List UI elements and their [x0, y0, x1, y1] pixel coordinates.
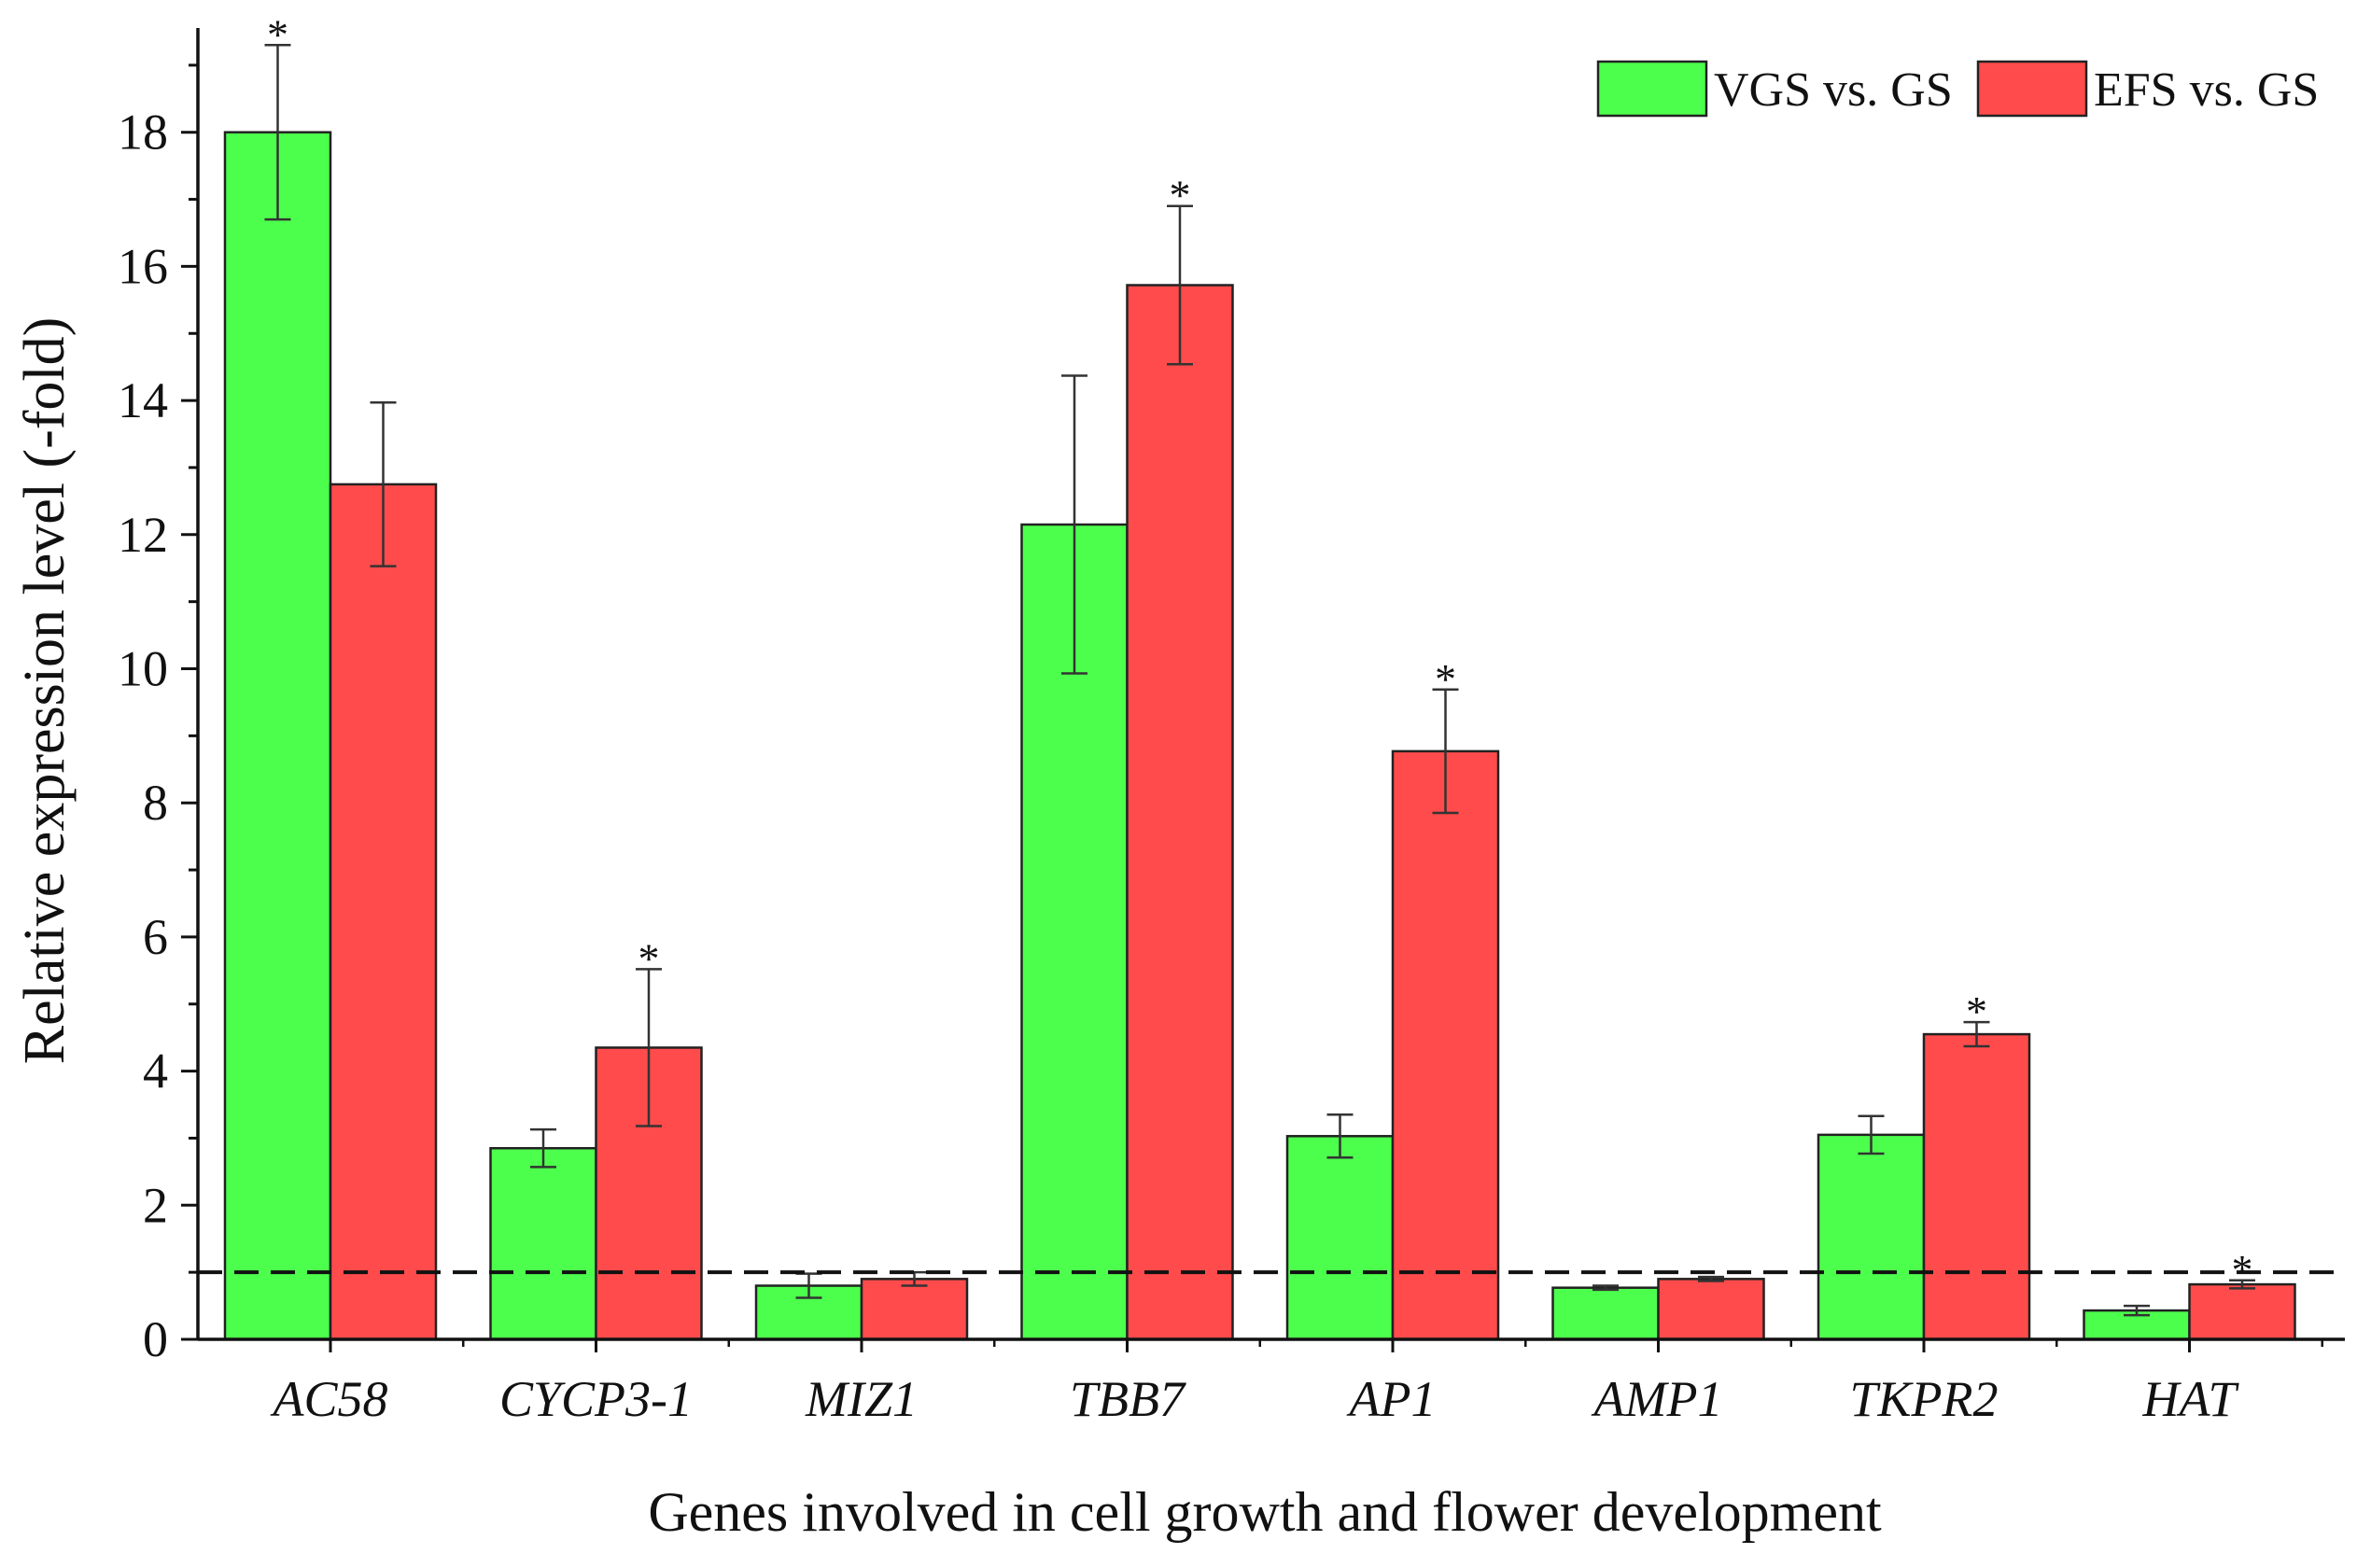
legend-item-2: EFS vs. GS: [1976, 60, 2319, 118]
error-bar-HAT-series-1: [2124, 1304, 2150, 1317]
error-bar-CYCP3-1-series-1: [530, 1127, 556, 1169]
error-bar-AMP1-series-2: [1698, 1275, 1724, 1282]
significance-star-TKPR2-series-2: *: [1966, 987, 1987, 1035]
legend-label-1: VGS vs. GS: [1714, 63, 1953, 117]
legend-swatch-1: [1596, 60, 1708, 118]
y-tick-labels: 0 2 4 6 8 10 12 14 16 18: [118, 105, 168, 1367]
y-tick-label-8: 8: [143, 775, 168, 831]
bar-AC58-series-1: [223, 131, 332, 1341]
y-tick-label-12: 12: [118, 507, 168, 563]
y-tick-label-10: 10: [118, 641, 168, 697]
bar-AMP1-series-1: [1551, 1286, 1660, 1341]
bar-TKPR2-series-2: [1922, 1032, 2031, 1341]
significance-star-TBB7-series-2: *: [1170, 172, 1191, 219]
significance-star-HAT-series-2: *: [2232, 1246, 2253, 1294]
bar-TBB7-series-2: [1126, 284, 1234, 1341]
error-bar-TBB7-series-1: [1061, 374, 1087, 675]
y-tick-label-4: 4: [143, 1043, 168, 1099]
y-tick-label-6: 6: [143, 909, 168, 965]
bar-AMP1-series-2: [1657, 1278, 1765, 1341]
error-bar-AC58-series-2: [370, 401, 397, 567]
significance-star-AC58-series-1: *: [267, 10, 288, 58]
bar-CYCP3-1-series-1: [489, 1146, 597, 1341]
y-tick-label-0: 0: [143, 1311, 168, 1367]
bar-MIZ1-series-2: [860, 1278, 969, 1341]
x-tick-label-TBB7: TBB7: [1070, 1371, 1186, 1427]
x-tick-label-TKPR2: TKPR2: [1849, 1371, 1998, 1427]
error-bar-TKPR2-series-2: [1963, 1020, 1990, 1048]
legend-item-1: VGS vs. GS: [1596, 60, 1953, 118]
x-tick-label-AC58: AC58: [270, 1371, 387, 1427]
y-axis-label: Relative expression level (-fold): [13, 317, 77, 1065]
x-tick-label-AP1: AP1: [1347, 1371, 1437, 1427]
x-axis-label: Genes involved in cell growth and flower…: [648, 1481, 1882, 1543]
bars-layer: [223, 131, 2296, 1341]
y-tick-label-14: 14: [118, 372, 168, 428]
significance-markers-layer: * * * * * *: [267, 10, 2253, 1293]
bar-AP1-series-2: [1391, 749, 1500, 1341]
bar-AP1-series-1: [1285, 1135, 1395, 1341]
x-tick-label-CYCP3-1: CYCP3-1: [499, 1371, 693, 1427]
legend-swatch-2: [1976, 60, 2088, 118]
error-bar-AP1-series-2: [1432, 688, 1459, 815]
bar-AC58-series-2: [329, 483, 438, 1341]
bar-TKPR2-series-1: [1817, 1133, 1926, 1341]
error-bar-TKPR2-series-1: [1858, 1114, 1885, 1155]
x-tick-label-HAT: HAT: [2141, 1371, 2239, 1427]
y-tick-label-16: 16: [118, 238, 168, 294]
axes-layer: [181, 28, 2345, 1352]
x-tick-label-AMP1: AMP1: [1592, 1371, 1723, 1427]
x-tick-labels: AC58 CYCP3-1 MIZ1 TBB7 AP1 AMP1 TKPR2 HAT: [270, 1371, 2239, 1427]
legend: VGS vs. GS EFS vs. GS: [1596, 60, 2319, 118]
error-bar-CYCP3-1-series-2: [636, 968, 662, 1127]
significance-star-AP1-series-2: *: [1435, 655, 1456, 703]
legend-label-2: EFS vs. GS: [2094, 63, 2319, 117]
error-bar-AC58-series-1: [264, 44, 291, 221]
error-bar-AMP1-series-1: [1592, 1284, 1619, 1292]
significance-star-CYCP3-1-series-2: *: [638, 934, 660, 982]
error-bar-HAT-series-2: [2229, 1279, 2255, 1290]
error-bar-AP1-series-1: [1326, 1113, 1354, 1159]
y-tick-label-18: 18: [118, 105, 168, 161]
error-bar-TBB7-series-2: [1167, 204, 1193, 366]
y-tick-label-2: 2: [143, 1177, 168, 1233]
x-tick-label-MIZ1: MIZ1: [805, 1371, 918, 1427]
